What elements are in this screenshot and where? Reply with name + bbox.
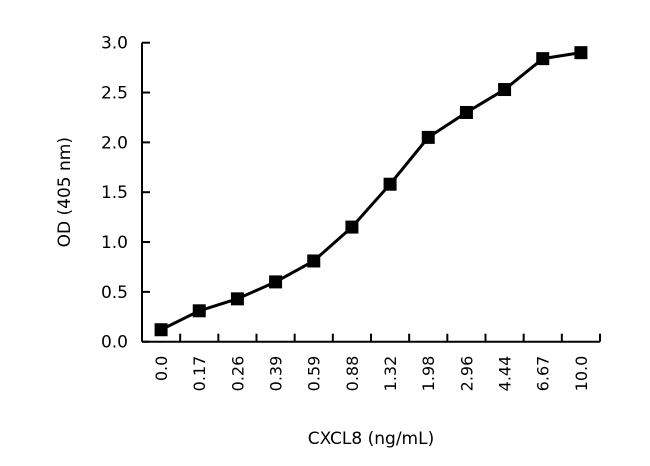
data-point bbox=[307, 254, 321, 268]
data-point bbox=[154, 323, 168, 337]
y-tick-label: 0.0 bbox=[101, 333, 128, 353]
x-tick-label: 6.67 bbox=[534, 356, 553, 392]
y-tick-label: 1.5 bbox=[101, 183, 128, 203]
y-tick-label: 3.0 bbox=[101, 34, 128, 54]
data-point bbox=[230, 292, 244, 306]
data-point bbox=[536, 52, 550, 66]
x-tick-label: 4.44 bbox=[496, 356, 515, 392]
x-tick-label: 0.39 bbox=[267, 356, 286, 392]
x-tick-label: 10.0 bbox=[572, 356, 591, 392]
x-tick-label: 0.59 bbox=[305, 356, 324, 392]
x-axis-label: CXCL8 (ng/mL) bbox=[308, 429, 434, 449]
x-tick-label: 0.88 bbox=[343, 356, 362, 392]
data-point bbox=[574, 46, 588, 60]
y-tick-label: 2.0 bbox=[101, 133, 128, 153]
data-point bbox=[345, 220, 359, 234]
data-point bbox=[192, 304, 206, 318]
x-tick-label: 1.32 bbox=[381, 356, 400, 392]
y-tick-label: 0.5 bbox=[101, 283, 128, 303]
data-point bbox=[269, 275, 283, 289]
x-tick-label: 1.98 bbox=[419, 356, 438, 392]
y-tick-label: 1.0 bbox=[101, 233, 128, 253]
series-line bbox=[160, 51, 582, 332]
y-tick-label: 2.5 bbox=[101, 84, 128, 104]
x-tick-label: 2.96 bbox=[457, 356, 476, 392]
x-tick-label: 0.26 bbox=[228, 356, 247, 392]
y-axis-label: OD (405 nm) bbox=[55, 137, 75, 247]
x-tick-label: 0.17 bbox=[190, 356, 209, 392]
data-point bbox=[498, 83, 512, 97]
data-point bbox=[421, 130, 435, 144]
data-point bbox=[459, 105, 473, 119]
data-point bbox=[383, 177, 397, 191]
x-tick-label: 0.0 bbox=[152, 356, 171, 381]
